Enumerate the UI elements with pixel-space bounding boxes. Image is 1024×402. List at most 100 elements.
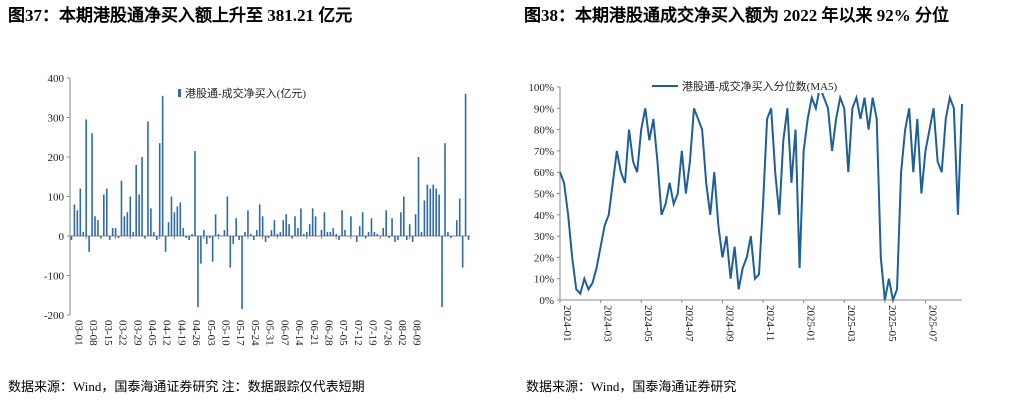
y-tick-label: 70%: [534, 146, 554, 158]
bar: [405, 236, 408, 240]
x-tick-label: 05-24: [249, 320, 261, 346]
bar: [76, 210, 79, 236]
x-tick-label: 2025-07: [926, 305, 938, 342]
bar: [138, 194, 140, 236]
bar: [88, 236, 90, 252]
x-tick-label: 06-07: [278, 320, 290, 346]
bar: [403, 196, 405, 236]
bar: [241, 236, 243, 310]
bar: [411, 236, 414, 242]
legend-label: 港股通-成交净买入(亿元): [185, 86, 306, 100]
x-tick-label: 04-26: [190, 320, 202, 346]
x-tick-label: 2024-01: [561, 305, 573, 342]
bar: [247, 210, 249, 236]
y-tick-label: 300: [48, 113, 65, 125]
bar: [205, 236, 208, 244]
bar: [450, 236, 452, 238]
x-tick-label: 2024-03: [602, 305, 614, 342]
bar: [264, 236, 267, 242]
bar: [144, 236, 146, 238]
bar: [79, 188, 82, 236]
bar: [185, 236, 187, 238]
bar: [82, 232, 85, 236]
bar: [397, 236, 399, 240]
bar: [238, 236, 240, 240]
y-tick-label: 90%: [534, 103, 554, 115]
x-tick-label: 06-28: [322, 320, 334, 346]
bar: [229, 236, 232, 268]
x-tick-label: 2024-05: [642, 305, 654, 342]
bar: [232, 236, 235, 244]
bar: [338, 236, 340, 240]
bar: [223, 230, 226, 236]
x-tick-label: 06-21: [308, 320, 320, 346]
bar: [408, 224, 411, 236]
x-tick-label: 03-29: [131, 320, 143, 346]
bar: [244, 232, 246, 236]
bar: [323, 212, 326, 236]
x-tick-label: 2024-07: [683, 305, 695, 342]
line: [559, 83, 963, 304]
bar: [164, 236, 167, 252]
bar: [97, 220, 99, 236]
bar: [100, 236, 102, 238]
y-tick-label: 100%: [528, 82, 554, 94]
bar: [129, 196, 132, 236]
y-tick-label: -200: [44, 310, 65, 322]
bar: [364, 236, 367, 238]
bar: [314, 216, 317, 236]
bar: [414, 214, 417, 236]
y-tick-label: 40%: [534, 210, 554, 222]
bar: [285, 214, 287, 236]
bar: [297, 228, 299, 236]
bar: [438, 194, 440, 236]
bar: [235, 218, 237, 236]
bar: [305, 232, 308, 236]
bar: [467, 236, 470, 240]
x-tick-label: 03-22: [117, 320, 129, 346]
bar: [385, 210, 387, 236]
x-tick-label: 08-02: [396, 320, 408, 346]
x-tick-label: 04-05: [146, 320, 158, 346]
bar: [455, 220, 458, 236]
bar: [361, 212, 364, 236]
bar: [420, 232, 423, 236]
bar: [355, 236, 358, 242]
bar: [91, 133, 93, 236]
bar: [85, 119, 87, 236]
x-tick-label: 07-05: [337, 320, 349, 346]
bar: [267, 236, 270, 238]
x-tick-label: 2025-03: [845, 305, 857, 342]
bar: [103, 194, 105, 236]
y-tick-label: 60%: [534, 167, 554, 179]
bar: [435, 188, 437, 236]
x-tick-label: 07-26: [381, 320, 393, 346]
bar: [376, 234, 379, 236]
bar: [279, 232, 282, 236]
y-tick-label: 0: [59, 231, 65, 243]
x-tick-label: 07-12: [352, 320, 364, 346]
bar: [161, 95, 164, 237]
y-tick-label: 80%: [534, 125, 554, 137]
bar: [326, 232, 329, 236]
bar: [147, 121, 149, 236]
bar: [132, 232, 135, 236]
x-tick-label: 07-19: [367, 320, 379, 346]
x-tick-label: 03-08: [87, 320, 99, 346]
bar: [188, 236, 190, 240]
bar: [308, 224, 311, 236]
bar: [400, 212, 402, 236]
bar: [194, 151, 196, 236]
bar: [288, 224, 290, 236]
bar: [417, 157, 420, 236]
x-tick-label: 05-31: [264, 320, 276, 346]
bar: [444, 143, 446, 236]
bar: [226, 196, 229, 236]
bar: [167, 222, 170, 236]
x-tick-label: 03-15: [102, 320, 114, 346]
bar: [211, 236, 214, 262]
bar: [170, 196, 173, 236]
bar: [108, 236, 111, 240]
